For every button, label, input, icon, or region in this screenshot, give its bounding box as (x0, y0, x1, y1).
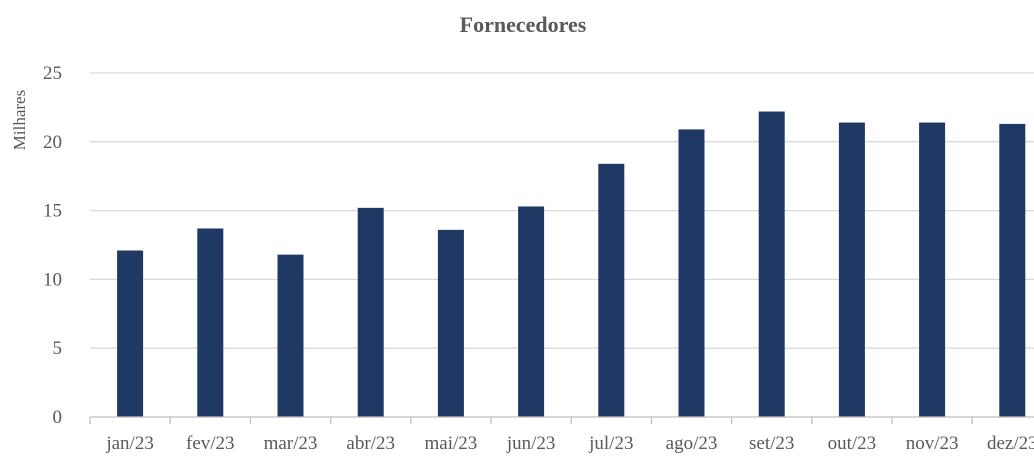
x-tick-label: mar/23 (264, 433, 318, 454)
x-tick-label: jan/23 (105, 433, 154, 454)
bar (838, 122, 865, 417)
y-tick-label: 5 (53, 338, 63, 359)
x-tick-label: abr/23 (346, 433, 395, 454)
bar (678, 129, 705, 417)
x-tick-label: out/23 (828, 433, 877, 454)
x-tick-label: dez/23 (987, 433, 1034, 454)
bar (117, 250, 144, 417)
gridlines (90, 72, 1034, 349)
bar (437, 229, 464, 417)
bar (277, 254, 304, 417)
y-tick-label: 25 (43, 63, 62, 84)
bar (598, 163, 625, 417)
x-tick-label: nov/23 (906, 433, 959, 454)
y-tick-label: 0 (53, 407, 63, 428)
x-tick-label: set/23 (749, 433, 794, 454)
bar (197, 228, 224, 417)
x-tick-label: jul/23 (588, 433, 633, 454)
x-tick-labels: jan/23 fev/23 mar/23 abr/23 mai/23 jun/23 jul/… (105, 433, 1034, 454)
y-tick-label: 20 (43, 132, 62, 153)
y-axis-label: Milhares (10, 90, 29, 150)
y-tick-labels: 0 5 10 15 20 25 (43, 63, 62, 428)
bar (758, 111, 785, 417)
y-tick-label: 10 (43, 269, 62, 290)
x-axis (89, 416, 1034, 424)
x-tick-label: fev/23 (186, 433, 235, 454)
bar (999, 123, 1026, 418)
x-tick-label: jun/23 (506, 433, 556, 454)
bar (919, 122, 946, 417)
y-tick-label: 15 (43, 201, 62, 222)
bar (518, 206, 545, 417)
x-tick-label: ago/23 (666, 433, 718, 454)
chart-title: Fornecedores (460, 12, 587, 37)
bars (117, 111, 1026, 418)
bar (357, 207, 384, 417)
x-tick-label: mai/23 (425, 433, 478, 454)
